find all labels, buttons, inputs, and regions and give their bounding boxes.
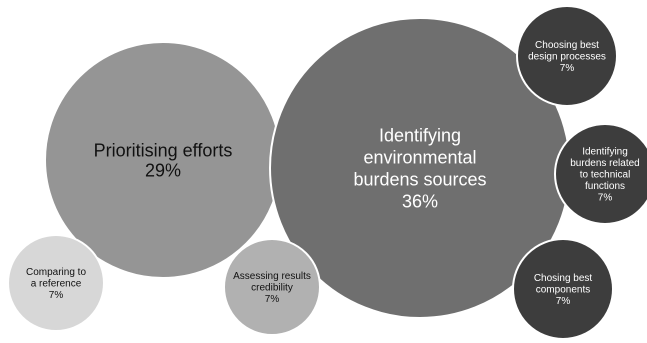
bubble-value-label: 7% (556, 296, 571, 307)
bubble-value-label: 7% (265, 294, 280, 305)
bubble-value-label: 36% (402, 191, 438, 211)
bubble-6 (223, 238, 321, 336)
bubble-label-line: components (536, 285, 590, 296)
bubble-value-label: 29% (145, 160, 181, 180)
bubble-label-line: to technical (580, 170, 631, 181)
bubble-label-line: burdens related (570, 158, 640, 169)
bubble-value-label: 7% (49, 290, 64, 301)
bubble-label-line: Choosing best (535, 40, 599, 51)
bubble-label-line: design processes (528, 52, 606, 63)
bubble-label-line: Identifying (379, 125, 461, 145)
bubble-value-label: 7% (598, 193, 613, 204)
bubble-4 (512, 238, 614, 340)
bubble-label-line: a reference (31, 279, 82, 290)
bubble-label-line: burdens sources (353, 169, 486, 189)
bubble-label-line: environmental (363, 147, 476, 167)
bubble-2 (516, 5, 618, 107)
bubble-5 (7, 234, 105, 332)
bubble-label-line: Assessing results (233, 271, 311, 282)
bubble-label-line: Identifying (582, 147, 628, 158)
bubble-label-line: Chosing best (534, 273, 593, 284)
bubble-label-line: Comparing to (26, 267, 86, 278)
bubble-3 (554, 123, 647, 225)
bubble-value-label: 7% (560, 63, 575, 74)
bubble-label-line: Prioritising efforts (94, 140, 233, 160)
bubble-label-line: functions (585, 181, 625, 192)
bubble-label-line: credibility (251, 283, 293, 294)
